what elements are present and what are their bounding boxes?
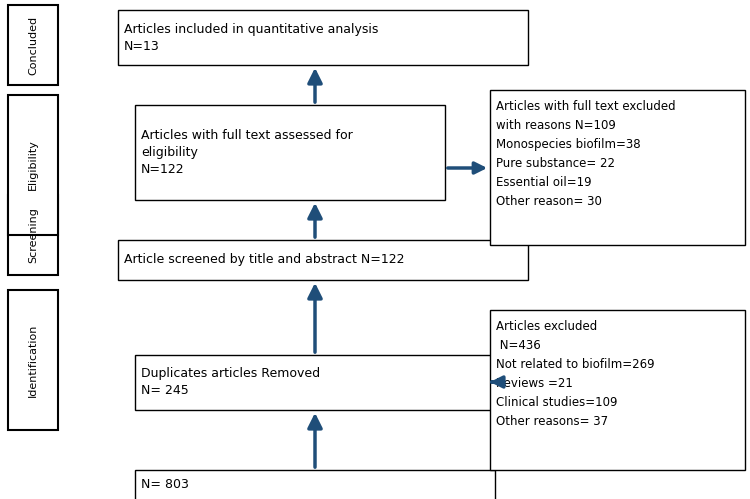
Text: N= 803: N= 803 [141, 479, 189, 492]
FancyBboxPatch shape [135, 105, 445, 200]
Text: Articles with full text excluded
with reasons N=109
Monospecies biofilm=38
Pure : Articles with full text excluded with re… [496, 100, 676, 208]
Text: Articles included in quantitative analysis
N=13: Articles included in quantitative analys… [124, 22, 378, 52]
FancyBboxPatch shape [8, 5, 58, 85]
FancyBboxPatch shape [8, 195, 58, 275]
Text: Duplicates articles Removed
N= 245: Duplicates articles Removed N= 245 [141, 367, 320, 398]
FancyBboxPatch shape [135, 355, 495, 410]
Text: Articles excluded
 N=436
Not related to biofilm=269
Reviews =21
Clinical studies: Articles excluded N=436 Not related to b… [496, 320, 655, 428]
Text: Article screened by title and abstract N=122: Article screened by title and abstract N… [124, 253, 404, 266]
Text: Identification: Identification [28, 323, 38, 397]
FancyBboxPatch shape [490, 90, 745, 245]
Text: Eligibility: Eligibility [28, 140, 38, 191]
FancyBboxPatch shape [118, 10, 528, 65]
Text: Articles with full text assessed for
eligibility
N=122: Articles with full text assessed for eli… [141, 129, 352, 176]
FancyBboxPatch shape [490, 310, 745, 470]
FancyBboxPatch shape [118, 240, 528, 280]
FancyBboxPatch shape [8, 95, 58, 235]
Text: Concluded: Concluded [28, 15, 38, 74]
Text: Screening: Screening [28, 207, 38, 263]
FancyBboxPatch shape [135, 470, 495, 499]
FancyBboxPatch shape [8, 290, 58, 430]
